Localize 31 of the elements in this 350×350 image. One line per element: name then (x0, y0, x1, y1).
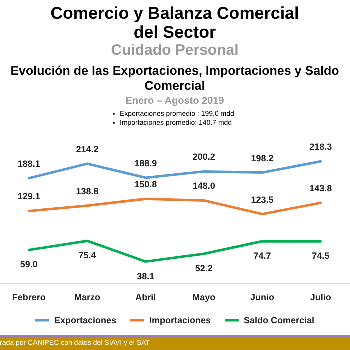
legend-label: Saldo Comercial (244, 316, 315, 326)
data-label: 150.8 (134, 180, 158, 190)
x-tick-label: Febrero (12, 292, 46, 302)
data-label: 52.2 (195, 263, 213, 274)
data-label: 38.1 (137, 271, 155, 282)
text: Evolución de las Exportaciones, Importaciones y Saldo Comercial (10, 64, 340, 94)
data-label: 214.2 (76, 144, 99, 154)
data-label: 59.0 (20, 260, 38, 270)
x-tick-label: Julio (310, 292, 332, 302)
x-tick-label: Junio (250, 292, 275, 302)
data-label: 138.8 (76, 186, 99, 196)
legend-label: Exportaciones (54, 316, 116, 326)
x-tick-label: Marzo (74, 292, 101, 302)
data-label: 188.1 (18, 158, 40, 169)
data-label: 143.8 (310, 184, 332, 194)
data-label: 74.7 (254, 250, 272, 261)
chart-subtitle: Cuidado Personal (110, 42, 240, 59)
data-label: 200.2 (192, 152, 216, 162)
chart-title: Comercio y Balanza Comercial del Sector (50, 4, 300, 42)
x-tick-label: Mayo (192, 292, 216, 302)
data-label: 129.1 (18, 192, 40, 202)
x-tick-label: Abril (136, 292, 156, 302)
data-label: 123.5 (251, 194, 274, 205)
data-label: 74.5 (312, 251, 330, 262)
data-label: 218.3 (310, 142, 332, 152)
data-label: 198.2 (251, 153, 274, 164)
data-label: 188.9 (134, 158, 158, 168)
text: Enero – Agosto 2019 (124, 96, 226, 107)
legend-label: Importaciones (149, 316, 212, 326)
data-label: 148.0 (192, 181, 216, 192)
data-label: 75.4 (78, 250, 96, 261)
